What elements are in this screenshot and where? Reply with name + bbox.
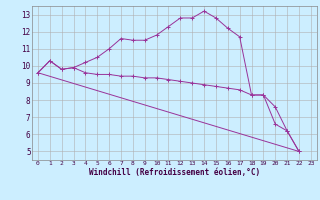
X-axis label: Windchill (Refroidissement éolien,°C): Windchill (Refroidissement éolien,°C) [89,168,260,177]
